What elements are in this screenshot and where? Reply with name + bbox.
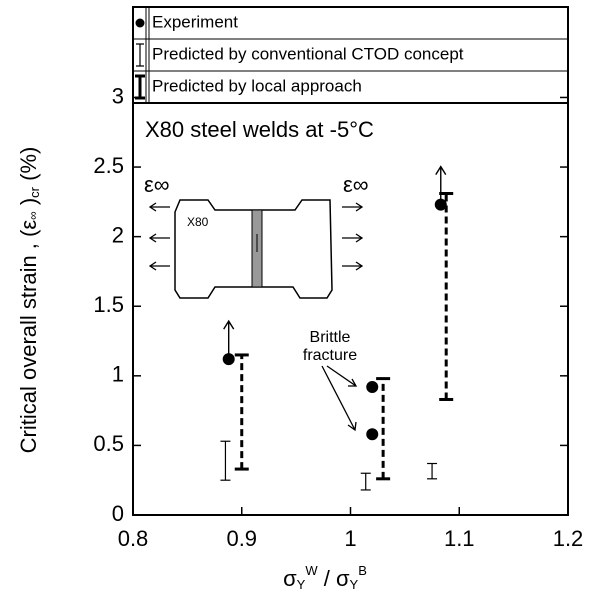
legend-symbol bbox=[136, 43, 144, 67]
specimen: ε∞ ε∞ X80 bbox=[144, 172, 369, 299]
legend-label: Predicted by local approach bbox=[152, 76, 362, 95]
series bbox=[222, 165, 447, 441]
x-tick-label: 1.2 bbox=[553, 526, 584, 551]
y-tick-label: 3 bbox=[112, 83, 124, 108]
y-tick-label: 0.5 bbox=[93, 431, 124, 456]
chart-title: X80 steel welds at -5°C bbox=[145, 117, 374, 142]
y-tick-label: 2.5 bbox=[93, 153, 124, 178]
point bbox=[366, 428, 379, 441]
limit-arrow bbox=[223, 319, 235, 360]
point bbox=[434, 198, 447, 211]
x-tick-label: 0.8 bbox=[118, 526, 149, 551]
legend-label: Experiment bbox=[152, 12, 238, 31]
legend-symbol bbox=[135, 74, 145, 100]
x-tick-label: 0.9 bbox=[226, 526, 257, 551]
y-tick-label: 1 bbox=[112, 362, 124, 387]
strain-label: ε∞ bbox=[144, 172, 170, 197]
y-tick-label: 0 bbox=[112, 501, 124, 526]
annotation-arrows bbox=[321, 365, 358, 432]
annotation: fracture bbox=[303, 347, 357, 364]
load-arrows bbox=[148, 202, 364, 271]
legend-label: Predicted by conventional CTOD concept bbox=[152, 44, 464, 63]
limit-arrow bbox=[435, 165, 447, 205]
strain-label: ε∞ bbox=[343, 172, 369, 197]
specimen-label: X80 bbox=[187, 215, 209, 229]
x-tick-label: 1.1 bbox=[444, 526, 475, 551]
x-axis-label: σYW / σYB bbox=[283, 563, 367, 592]
y-tick-label: 1.5 bbox=[93, 292, 124, 317]
series bbox=[220, 440, 438, 491]
point bbox=[222, 353, 235, 366]
x-tick-label: 1 bbox=[344, 526, 356, 551]
point bbox=[366, 380, 379, 393]
annotation: Brittle bbox=[310, 329, 351, 346]
legend-symbol bbox=[135, 18, 145, 28]
series bbox=[234, 191, 454, 481]
y-tick-label: 2 bbox=[112, 222, 124, 247]
y-axis-label: Critical overall strain , (ε∞ )cr (%) bbox=[16, 147, 43, 454]
